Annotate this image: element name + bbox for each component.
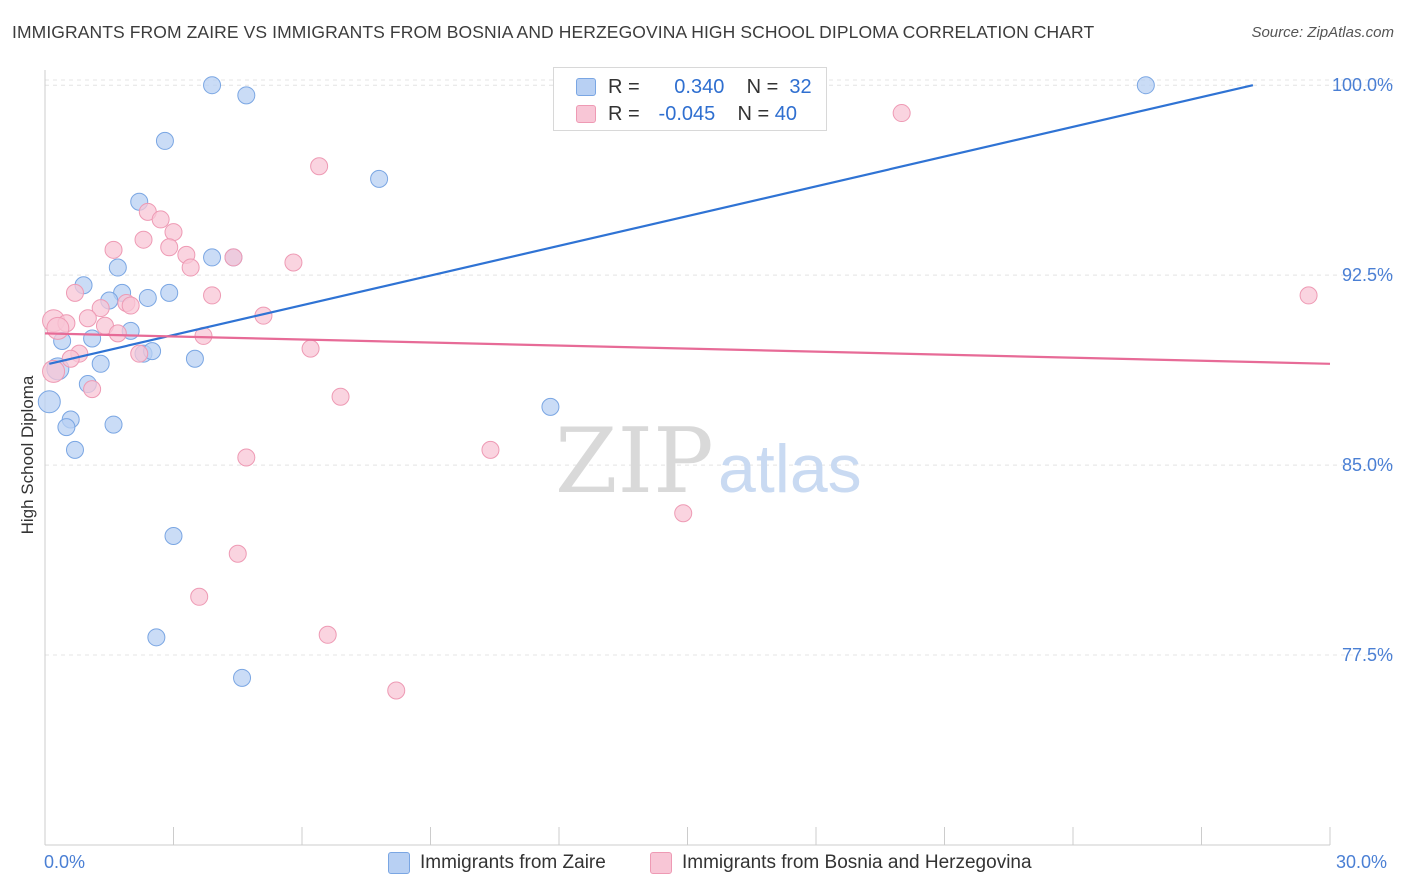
zaire-point [57, 418, 76, 437]
y-tick-labels: 77.5% 85.0% 92.5% 100.0% [1332, 75, 1393, 665]
bosnia-point [164, 223, 183, 242]
zaire-point [160, 283, 179, 302]
zaire-point [83, 329, 102, 348]
bosnia-point [301, 339, 320, 358]
bosnia-point [237, 448, 256, 467]
bosnia-point [108, 324, 127, 343]
source-label: Source: ZipAtlas.com [1251, 24, 1394, 41]
legend-row-bosnia: R = -0.045 N = 40 [576, 100, 797, 128]
legend-item-zaire: Immigrants from Zaire [388, 852, 606, 874]
zaire-point [138, 288, 157, 307]
watermark-atlas: atlas [718, 431, 862, 507]
data-points [37, 76, 1318, 700]
legend-swatch-pink [650, 852, 672, 874]
r-value-zaire: 0.340 [674, 75, 725, 98]
bosnia-point [224, 248, 243, 267]
x-max-label: 30.0% [1336, 852, 1388, 872]
bosnia-point [83, 380, 102, 399]
bosnia-point [65, 283, 84, 302]
zaire-point [370, 169, 389, 188]
zaire-point [91, 354, 110, 373]
bosnia-point [1299, 286, 1318, 305]
y-tick-label: 100.0% [1332, 75, 1393, 95]
bosnia-point [228, 544, 247, 563]
bosnia-point [892, 104, 911, 123]
axes [44, 70, 1331, 846]
bosnia-point [284, 253, 303, 272]
legend-swatch-blue [576, 78, 596, 96]
zaire-point [155, 131, 174, 150]
n-value-zaire: 32 [789, 75, 812, 98]
bosnia-point [190, 587, 209, 606]
r-value-bosnia: -0.045 [658, 102, 716, 125]
trend-lines [44, 84, 1331, 365]
r-label: R = [608, 75, 640, 98]
n-value-bosnia: 40 [774, 102, 797, 125]
watermark: ZIP atlas [555, 409, 862, 514]
bosnia-point [46, 316, 70, 340]
bosnia-point [104, 240, 123, 259]
bosnia-point [134, 230, 153, 249]
bosnia-point [181, 258, 200, 277]
bosnia-point [160, 238, 179, 257]
correlation-legend: R = 0.340 N = 32 R = -0.045 N = 40 [553, 67, 827, 131]
zaire-trend-line [49, 84, 1254, 365]
bosnia-point [481, 440, 500, 459]
legend-label-zaire: Immigrants from Zaire [420, 852, 606, 873]
bosnia-point [318, 625, 337, 644]
y-axis-label: High School Diploma [18, 375, 37, 535]
bosnia-point [674, 504, 693, 523]
bosnia-point [42, 359, 66, 383]
zaire-point [541, 397, 560, 416]
zaire-point [203, 248, 222, 267]
zaire-point [108, 258, 127, 277]
zaire-point [203, 76, 222, 95]
zaire-point [37, 390, 61, 414]
bosnia-point [387, 681, 406, 700]
bosnia-point [91, 299, 110, 318]
legend-row-zaire: R = 0.340 N = 32 [576, 73, 812, 101]
legend-swatch-blue [388, 852, 410, 874]
legend-label-bosnia: Immigrants from Bosnia and Herzegovina [682, 852, 1032, 873]
bosnia-point [331, 387, 350, 406]
zaire-point [185, 349, 204, 368]
legend-swatch-pink [576, 105, 596, 123]
zaire-point [65, 440, 84, 459]
grid-lines [45, 79, 1395, 656]
bosnia-point [130, 344, 149, 363]
chart-title: IMMIGRANTS FROM ZAIRE VS IMMIGRANTS FROM… [12, 22, 1095, 42]
bosnia-point [121, 296, 140, 315]
n-label: N = [737, 102, 770, 125]
zaire-point [104, 415, 123, 434]
bosnia-point [310, 157, 329, 176]
x-min-label: 0.0% [44, 852, 86, 872]
n-label: N = [746, 75, 779, 98]
bosnia-point [78, 309, 97, 328]
legend-item-bosnia: Immigrants from Bosnia and Herzegovina [650, 852, 1032, 874]
y-tick-label: 77.5% [1342, 645, 1393, 665]
bosnia-trend-line [44, 332, 1331, 365]
zaire-point [237, 86, 256, 105]
r-label: R = [608, 102, 640, 125]
y-tick-label: 92.5% [1342, 265, 1393, 285]
y-tick-label: 85.0% [1342, 455, 1393, 475]
zaire-point [233, 668, 252, 687]
watermark-zip: ZIP [555, 409, 714, 514]
zaire-point [1136, 76, 1155, 95]
bosnia-point [151, 210, 170, 229]
zaire-point [164, 527, 183, 546]
zaire-point [147, 628, 166, 647]
bosnia-point [203, 286, 222, 305]
